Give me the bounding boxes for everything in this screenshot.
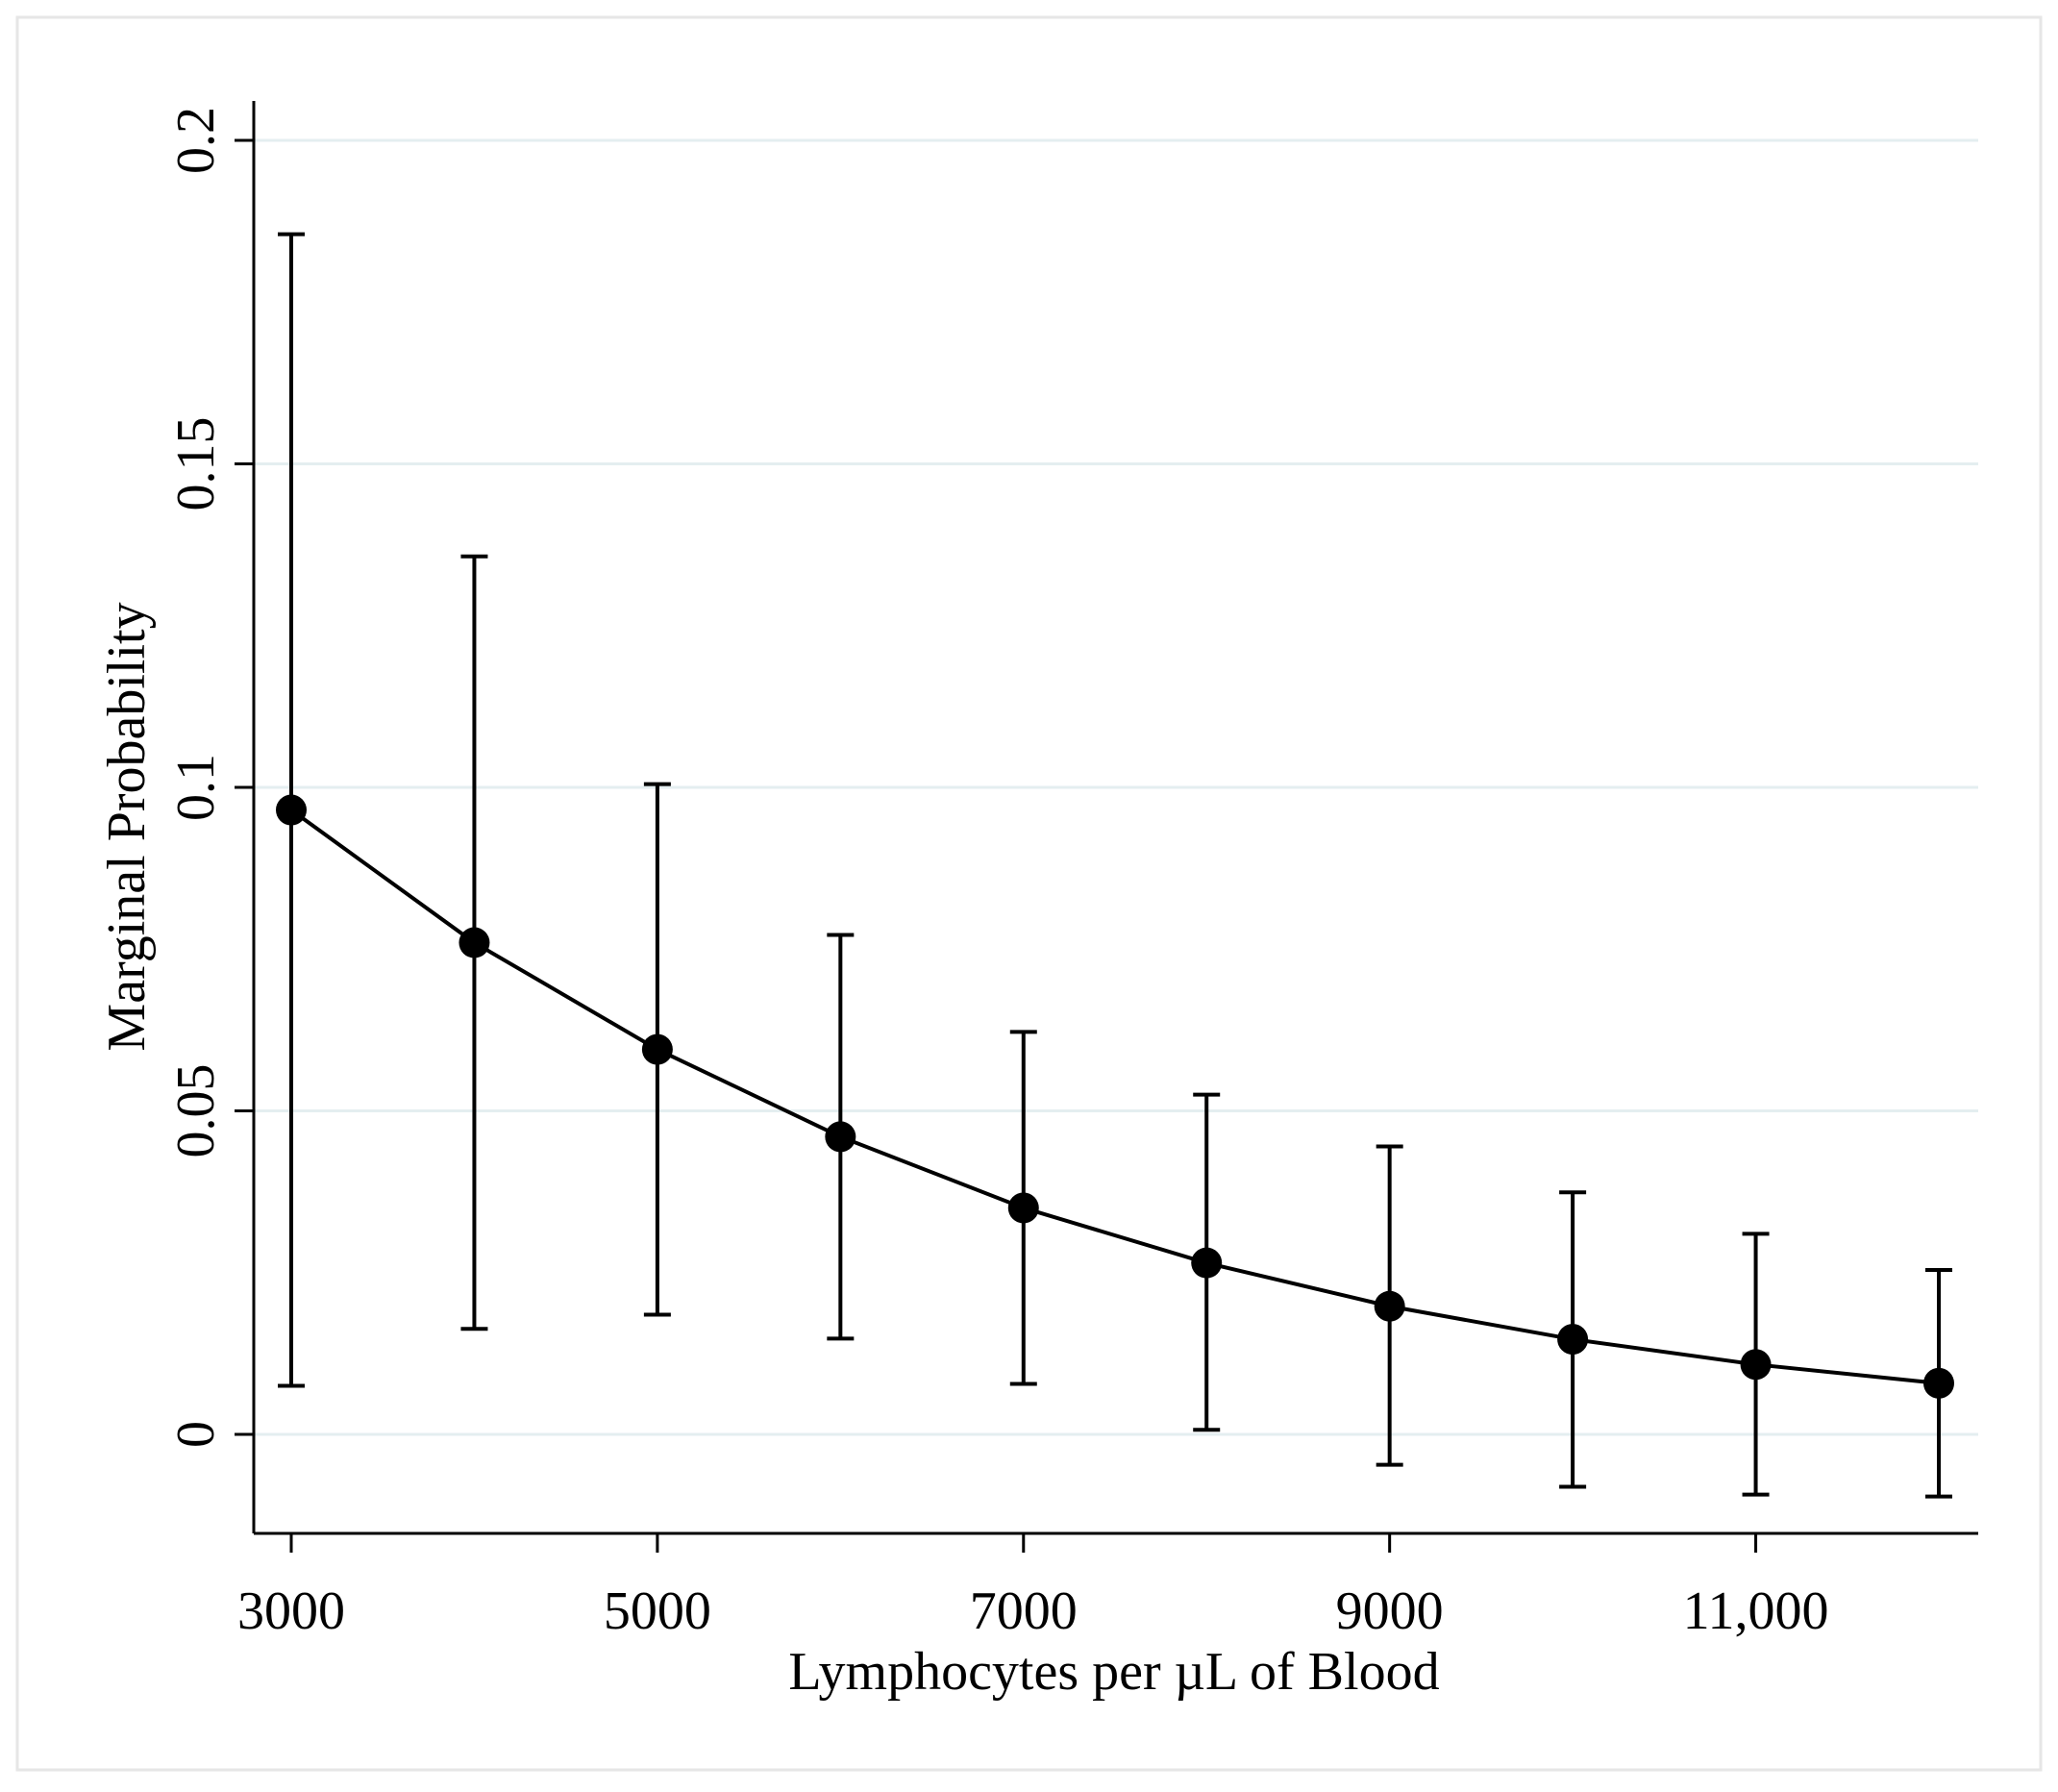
data-point [276,794,307,826]
data-point [459,927,490,958]
data-point [1374,1290,1405,1322]
data-point [1007,1192,1039,1224]
y-tick-label: 0.2 [166,107,226,174]
x-tick-label: 11,000 [1683,1581,1829,1641]
y-tick-label: 0.15 [166,417,226,511]
series-line [289,808,1940,1385]
outer-frame [15,15,2043,1772]
series-line-group [289,808,1940,1385]
data-point [641,1033,673,1065]
gridlines [254,138,1978,1436]
x-tick-label: 3000 [237,1581,345,1641]
data-point [1740,1349,1772,1381]
data-points [276,794,1954,1399]
data-point [825,1121,856,1153]
y-tick-label: 0.1 [166,754,226,821]
y-axis-title: Marginal Probability [97,602,157,1051]
x-axis-title: Lymphocytes per µL of Blood [788,1642,1439,1702]
y-tick-label: 0 [166,1421,226,1448]
tick-labels: 0 0.05 0.1 0.15 0.2 3000 5000 7000 9000 11,000 [166,107,1829,1641]
x-tick-label: 9000 [1336,1581,1444,1641]
data-point [1191,1247,1223,1279]
y-tick-label: 0.05 [166,1064,226,1158]
axes [235,101,1978,1553]
x-tick-label: 7000 [970,1581,1078,1641]
data-point [1557,1324,1589,1356]
x-tick-label: 5000 [604,1581,711,1641]
data-point [1923,1367,1954,1399]
